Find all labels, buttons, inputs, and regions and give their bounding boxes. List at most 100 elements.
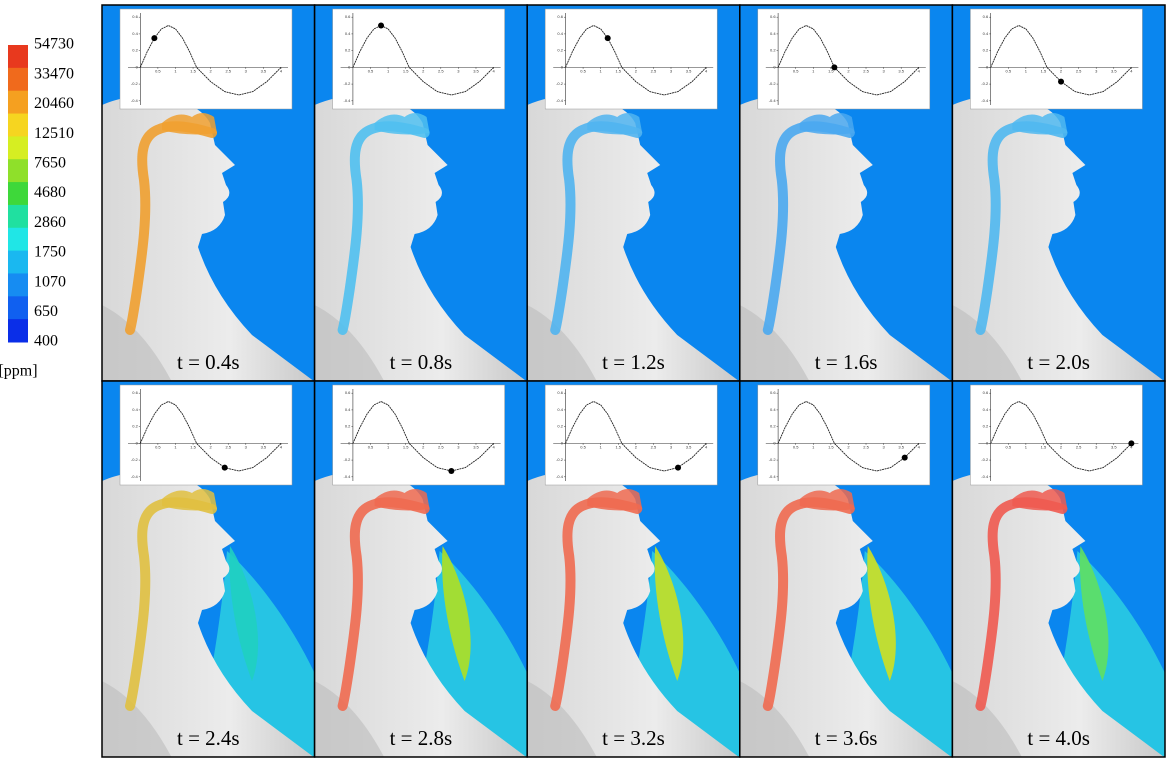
inset-y-tick-label: -0.2 (981, 81, 989, 86)
inset-frame (332, 8, 505, 110)
colorbar-tick-label: 20460 (34, 95, 74, 112)
inset-y-tick-label: 0.4 (345, 407, 351, 412)
inset-y-tick-label: 0 (773, 64, 776, 69)
panel-content: 0.6 0.4 0.2 0 -0.2 -0.4 0.5 1 1.5 2 2.5 3 3.5 4 t = 0.… (102, 5, 315, 381)
inset-dot (675, 464, 682, 471)
inset-curve (565, 401, 707, 472)
colorbar-tick-label: 7650 (34, 154, 66, 171)
inset-x-tick-label: 1 (1025, 68, 1028, 73)
inset-x-tick-label: 4 (492, 444, 495, 449)
inset-curve (352, 401, 494, 472)
panel-content: 0.6 0.4 0.2 0 -0.2 -0.4 0.5 1 1.5 2 2.5 3 3.5 4 t = 2.… (314, 381, 528, 757)
inset-dot (448, 467, 455, 474)
shoulder-shade (739, 681, 810, 757)
head-silhouette (527, 471, 739, 757)
panel-label: t = 0.8s (390, 350, 453, 374)
inset-y-tick-label: 0.6 (132, 14, 138, 19)
inset-x-tick-label: 2.5 (438, 444, 444, 449)
inset-y-tick-label: -0.2 (344, 81, 352, 86)
nasal-cavity (374, 489, 430, 511)
nasal-cavity (374, 113, 430, 135)
inset-y-tick-label: 0.4 (557, 407, 563, 412)
inset-x-tick-label: 1.5 (615, 68, 621, 73)
inset-dot (1128, 440, 1135, 447)
inset-y-tick-label: -0.2 (344, 457, 352, 462)
inset-x-tick-label: 1 (387, 444, 390, 449)
inset-x-tick-label: 1.5 (403, 68, 409, 73)
inset-x-tick-label: 2 (847, 444, 850, 449)
panel-label: t = 2.8s (390, 726, 453, 750)
panel-label: t = 0.4s (177, 350, 240, 374)
inset-x-tick-label: 0.5 (1006, 68, 1012, 73)
head-silhouette (527, 95, 739, 381)
inset-x-tick-label: 2.5 (438, 68, 444, 73)
inset-curve (777, 25, 920, 96)
panel: 0.6 0.4 0.2 0 -0.2 -0.4 0.5 1 1.5 2 2.5 3 3.5 4 t = 2.… (101, 380, 316, 758)
shoulder-shade (952, 305, 1022, 381)
inset-x-tick-label: 2 (1060, 68, 1063, 73)
inset-y-tick-label: 0 (986, 64, 989, 69)
inset-y-tick-label: 0 (136, 64, 139, 69)
panel-label: t = 2.4s (177, 726, 240, 750)
inset-x-tick-label: 2.5 (651, 444, 657, 449)
colorbar-swatch (8, 113, 28, 137)
shoulder-shade (952, 681, 1022, 757)
inset-y-tick-label: -0.4 (769, 474, 777, 479)
inset-x-tick-label: 2 (635, 68, 638, 73)
inset-y-tick-label: -0.2 (556, 457, 564, 462)
plume-core (867, 546, 896, 681)
inset-y-tick-label: 0 (561, 64, 564, 69)
inset-y-tick-label: 0.2 (557, 48, 563, 53)
inset-dot (378, 22, 385, 29)
panel: 0.6 0.4 0.2 0 -0.2 -0.4 0.5 1 1.5 2 2.5 3 3.5 4 t = 0.… (101, 4, 316, 382)
inset-x-tick-label: 4 (1130, 68, 1133, 73)
colorbar-swatch (8, 319, 28, 343)
inset-y-tick-label: 0.2 (983, 48, 989, 53)
inset-x-tick-label: 4 (705, 444, 708, 449)
inset-x-tick-label: 1 (600, 444, 603, 449)
inset-x-tick-label: 1.5 (615, 444, 621, 449)
inset-y-tick-label: 0.6 (345, 390, 351, 395)
inset-y-tick-label: 0.2 (132, 48, 138, 53)
inset-y-tick-label: -0.4 (769, 98, 777, 103)
inset-y-tick-label: -0.2 (769, 81, 777, 86)
colorbar-tick-label: 650 (34, 303, 58, 320)
inset-y-tick-label: -0.4 (556, 98, 564, 103)
inset-x-tick-label: 3 (882, 68, 885, 73)
inset-x-tick-label: 1.5 (1041, 444, 1047, 449)
inset-x-tick-label: 2.5 (1076, 68, 1082, 73)
inset-frame (970, 384, 1143, 486)
panel-content: 0.6 0.4 0.2 0 -0.2 -0.4 0.5 1 1.5 2 2.5 3 3.5 4 t = 1.… (527, 5, 740, 381)
inset-y-tick-label: 0.6 (770, 14, 776, 19)
inset-dot (901, 454, 908, 461)
colorbar-swatch (8, 90, 28, 115)
inset-x-tick-label: 3.5 (473, 444, 479, 449)
inset-dot (831, 64, 838, 71)
inset-curve (352, 25, 494, 96)
inset-curve (139, 401, 282, 472)
colorbar-tick-label: 400 (34, 333, 58, 350)
nasal-cavity (587, 113, 643, 135)
panel-border (951, 380, 1166, 758)
panel-content: 0.6 0.4 0.2 0 -0.2 -0.4 0.5 1 1.5 2 2.5 3 3.5 4 t = 3.… (527, 381, 740, 757)
inset-x-tick-label: 2.5 (1076, 444, 1082, 449)
inset-x-tick-label: 1.5 (190, 444, 196, 449)
inset-x-tick-label: 4 (918, 68, 921, 73)
inset-x-tick-label: 3 (245, 68, 248, 73)
inset-x-tick-label: 3 (245, 444, 248, 449)
inset-curve (139, 25, 282, 96)
shoulder-shade (739, 305, 810, 381)
inset-y-tick-label: 0.4 (983, 31, 989, 36)
inset-x-tick-label: 3 (457, 444, 460, 449)
colorbar-swatch (8, 136, 28, 160)
inset-x-tick-label: 0.5 (155, 444, 161, 449)
inset-x-tick-label: 4 (280, 68, 283, 73)
inset-x-tick-label: 3.5 (473, 68, 479, 73)
inset-x-tick-label: 1 (174, 68, 177, 73)
inset-y-tick-label: 0.6 (983, 14, 989, 19)
inset-y-tick-label: 0.6 (557, 390, 563, 395)
inset-x-tick-label: 1 (1025, 444, 1028, 449)
inset-y-tick-label: 0.2 (557, 424, 563, 429)
inset-x-tick-label: 1 (387, 68, 390, 73)
